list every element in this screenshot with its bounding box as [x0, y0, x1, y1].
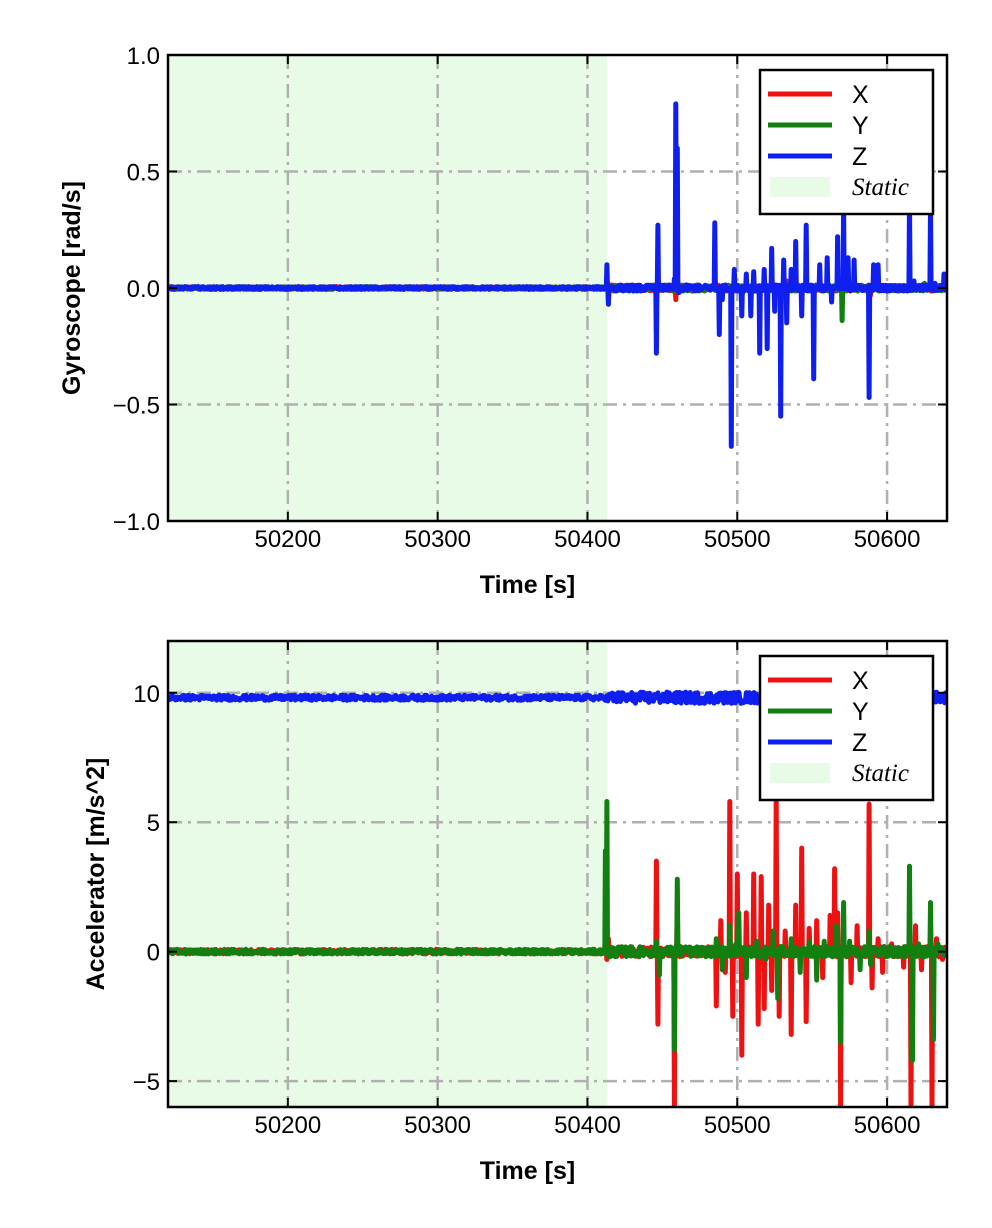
- gyro-xtick-label-0: 50200: [254, 526, 321, 553]
- accel-xtick-label-4: 50600: [854, 1112, 921, 1139]
- accel-legend-label-x: X: [852, 667, 869, 695]
- accel-legend: XYZ Static: [758, 654, 935, 802]
- gyro-legend-swatch-static: [770, 177, 830, 197]
- accel-xtick-label-2: 50400: [554, 1112, 621, 1139]
- accel-legend-swatch-static: [770, 763, 830, 783]
- accel-axes-frame: [166, 639, 949, 1109]
- accel-legend-label-static: Static: [852, 760, 909, 787]
- gyro-xlabel: Time [s]: [480, 571, 575, 599]
- gyro-ytick-label-0: −1.0: [113, 509, 160, 536]
- gyro-legend-label-x: X: [852, 81, 869, 109]
- accel-legend-label-z: Z: [852, 729, 867, 757]
- accel-xlabel: Time [s]: [480, 1157, 575, 1185]
- accel-series-y: [168, 799, 947, 1063]
- accel-ytick-label-1: 0: [147, 940, 160, 967]
- accel-ytick-label-2: 5: [147, 810, 160, 837]
- gyro-series-z: [168, 101, 947, 449]
- accel-xtick-label-3: 50500: [704, 1112, 771, 1139]
- accel-ytick-label-0: −5: [133, 1069, 160, 1096]
- gyro-legend-label-static: Static: [852, 174, 909, 201]
- gyro-legend-label-z: Z: [852, 143, 867, 171]
- accel-legend-label-y: Y: [852, 698, 869, 726]
- accel-ytick-label-3: 10: [133, 681, 160, 708]
- accel-xtick-label-1: 50300: [404, 1112, 471, 1139]
- accel-xtick-label-0: 50200: [254, 1112, 321, 1139]
- gyro-legend-label-y: Y: [852, 112, 869, 140]
- accel-panel: 50200 50300 50400 50500 50600 −5 0 5 10 Time [s] A…: [82, 639, 949, 1185]
- gyro-ytick-label-3: 0.5: [127, 160, 160, 187]
- gyro-xtick-label-4: 50600: [854, 526, 921, 553]
- accel-static-region: [168, 641, 607, 1107]
- gyro-ylabel: Gyroscope [rad/s]: [58, 181, 86, 395]
- gyro-xtick-label-2: 50400: [554, 526, 621, 553]
- gyro-ytick-label-4: 1.0: [127, 43, 160, 70]
- gyro-xtick-label-1: 50300: [404, 526, 471, 553]
- gyro-series-group: [168, 101, 947, 449]
- gyro-ytick-label-1: −0.5: [113, 393, 160, 420]
- gyro-legend: XYZ Static: [758, 68, 935, 216]
- gyro-ytick-label-2: 0.0: [127, 276, 160, 303]
- gyro-panel: 50200 50300 50400 50500 50600 −1.0 −0.5 0.0 0.5 1…: [58, 43, 949, 599]
- gyro-xtick-label-3: 50500: [704, 526, 771, 553]
- accel-ylabel: Accelerator [m/s^2]: [82, 758, 110, 991]
